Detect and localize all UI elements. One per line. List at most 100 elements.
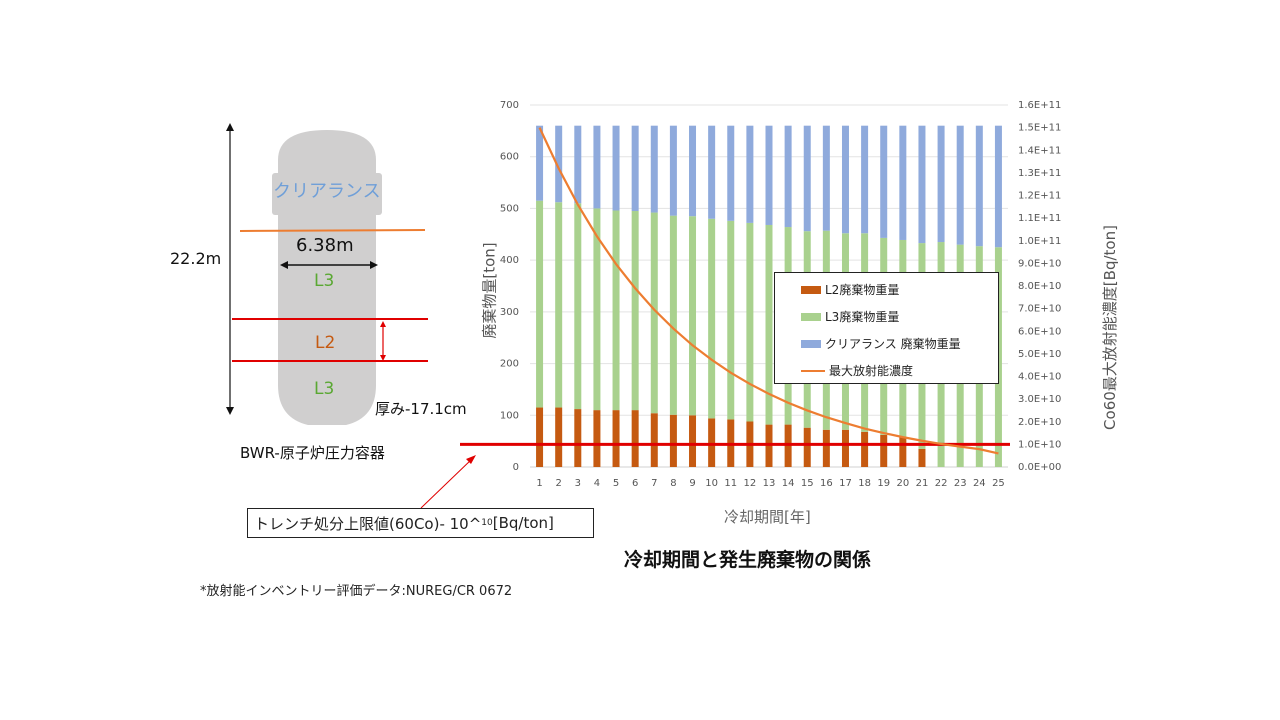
y2-tick-label: 4.0E+10 (1018, 372, 1061, 383)
legend-label-clearance: クリアランス 廃棄物重量 (825, 337, 961, 351)
bar-clearance (574, 125, 582, 204)
y2-tick-label: 2.0E+10 (1018, 417, 1061, 428)
y2-axis-title: Co60最大放射能濃度[Bq/ton] (1100, 225, 1119, 430)
bar-l3 (746, 222, 754, 422)
bar-clearance (803, 125, 811, 232)
bar-clearance (612, 125, 620, 211)
y2-tick-label: 7.0E+10 (1018, 304, 1061, 315)
y-tick-label: 100 (500, 410, 519, 421)
vessel-name-label: BWR-原子炉圧力容器 (240, 444, 385, 462)
x-tick-label: 5 (613, 478, 619, 489)
trench-limit-prefix: トレンチ処分上限値(60Co)- 10^ (254, 514, 482, 533)
bar-l2 (593, 410, 601, 467)
y2-tick-label: 3.0E+10 (1018, 394, 1061, 405)
bar-clearance (727, 125, 735, 221)
bar-clearance (631, 125, 639, 212)
clearance-label: クリアランス (273, 181, 381, 202)
bar-l3 (593, 208, 601, 411)
concentration-line (538, 127, 999, 455)
bar-clearance (841, 125, 849, 234)
y-tick-label: 0 (513, 462, 519, 473)
bar-clearance (899, 125, 907, 240)
bar-l2 (803, 427, 811, 467)
trench-limit-label: トレンチ処分上限値(60Co)- 10^ 10 [Bq/ton] (247, 508, 594, 538)
x-tick-label: 9 (689, 478, 695, 489)
legend-swatch-l2 (801, 285, 821, 294)
x-tick-label: 10 (705, 478, 718, 489)
legend-item-concentration: 最大放射能濃度 (801, 362, 913, 379)
y2-tick-label: 8.0E+10 (1018, 281, 1061, 292)
legend-line-concentration (801, 369, 825, 372)
bar-l2 (880, 434, 888, 467)
width-arrow-left-head (280, 261, 288, 269)
x-tick-label: 14 (782, 478, 795, 489)
bar-l3 (536, 200, 544, 408)
x-tick-label: 12 (744, 478, 757, 489)
bar-clearance (555, 125, 563, 203)
bar-l2 (899, 437, 907, 467)
chart-legend: L2廃棄物重量 L3廃棄物重量 クリアランス 廃棄物重量 最大放射能濃度 (774, 272, 999, 384)
y2-tick-label: 1.3E+11 (1018, 168, 1061, 179)
x-tick-label: 22 (935, 478, 948, 489)
height-arrow-top-head (226, 123, 234, 131)
bar-clearance (994, 125, 1002, 248)
x-tick-label: 23 (954, 478, 967, 489)
width-label: 6.38m (296, 235, 354, 256)
y-tick-label: 300 (500, 307, 519, 318)
x-tick-label: 7 (651, 478, 657, 489)
x-tick-label: 18 (858, 478, 871, 489)
bar-clearance (956, 125, 964, 245)
legend-item-l2: L2廃棄物重量 (801, 281, 899, 298)
bar-l3 (612, 210, 620, 411)
y-tick-label: 700 (500, 100, 519, 111)
bar-clearance (536, 125, 544, 201)
legend-label-l2: L2廃棄物重量 (825, 283, 900, 297)
x-tick-label: 6 (632, 478, 638, 489)
legend-swatch-clearance (801, 339, 821, 348)
bar-clearance (708, 125, 716, 219)
x-tick-label: 17 (839, 478, 852, 489)
bar-l3 (765, 224, 773, 425)
bar-l3 (669, 215, 677, 415)
trench-limit-pointer (420, 457, 474, 509)
l3-top-label: L3 (314, 271, 335, 291)
y2-tick-label: 1.1E+11 (1018, 213, 1061, 224)
height-label: 22.2m (170, 249, 222, 268)
y2-tick-label: 1.6E+11 (1018, 100, 1061, 111)
bar-clearance (746, 125, 754, 223)
x-tick-label: 11 (724, 478, 737, 489)
height-arrow-bottom-head (226, 407, 234, 415)
bar-l3 (727, 220, 735, 420)
bar-clearance (784, 125, 792, 228)
legend-swatch-l3 (801, 312, 821, 321)
legend-label-l3: L3廃棄物重量 (825, 310, 900, 324)
bar-clearance (669, 125, 677, 216)
y2-tick-label: 9.0E+10 (1018, 258, 1061, 269)
legend-label-concentration: 最大放射能濃度 (829, 364, 914, 378)
bar-clearance (593, 125, 601, 209)
l2-arrow-top-head (380, 321, 386, 327)
bar-clearance (822, 125, 830, 231)
x-tick-label: 2 (555, 478, 561, 489)
y2-tick-label: 6.0E+10 (1018, 326, 1061, 337)
bar-clearance (861, 125, 869, 234)
y2-tick-label: 1.2E+11 (1018, 191, 1061, 202)
x-tick-label: 21 (916, 478, 929, 489)
legend-item-l3: L3廃棄物重量 (801, 308, 899, 325)
trench-limit-exponent: 10 (481, 518, 493, 528)
bar-clearance (937, 125, 945, 243)
y-tick-label: 500 (500, 203, 519, 214)
x-tick-label: 15 (801, 478, 814, 489)
x-tick-label: 13 (763, 478, 776, 489)
bar-l2 (861, 431, 869, 467)
y2-tick-label: 0.0E+00 (1018, 462, 1061, 473)
y-tick-label: 600 (500, 152, 519, 163)
bar-l2 (708, 418, 716, 467)
bar-l2 (631, 410, 639, 467)
trench-limit-pointer-head (466, 455, 476, 464)
bar-l3 (689, 216, 697, 416)
x-tick-label: 8 (670, 478, 676, 489)
trench-limit-suffix: [Bq/ton] (492, 514, 554, 532)
bar-l2 (918, 448, 926, 467)
